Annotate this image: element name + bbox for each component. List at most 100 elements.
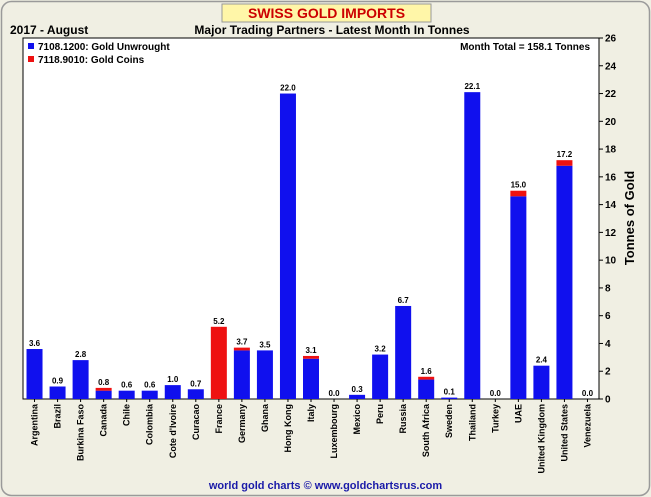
data-label: 2.4 [536, 356, 548, 365]
data-label: 22.0 [280, 84, 296, 93]
bar-unwrought [256, 350, 273, 399]
bar-coins [510, 190, 527, 197]
x-tick-label: United Kingdom [536, 404, 546, 474]
bar-unwrought [279, 93, 296, 400]
title-banner [221, 3, 432, 23]
data-label: 1.0 [167, 375, 179, 384]
x-tick-label: Russia [398, 403, 408, 434]
chart-subtitle: Major Trading Partners - Latest Month In… [194, 23, 469, 37]
x-tick-label: Mexico [352, 404, 362, 435]
data-label: 0.0 [490, 389, 502, 398]
data-label: 0.8 [98, 378, 110, 387]
data-label: 6.7 [398, 296, 410, 305]
x-tick-label: Peru [375, 404, 385, 424]
y-tick-label: 18 [605, 145, 617, 156]
y-tick-label: 20 [605, 117, 617, 128]
data-label: 0.7 [190, 379, 202, 388]
bar-unwrought [26, 349, 43, 399]
data-label: 3.5 [259, 340, 271, 349]
data-label: 0.3 [352, 385, 364, 394]
y-tick-label: 24 [605, 61, 617, 72]
x-tick-label: Ghana [260, 403, 270, 432]
x-tick-label: UAE [513, 404, 523, 423]
data-label: 22.1 [464, 82, 480, 91]
x-tick-label: Chile [122, 404, 132, 426]
data-label: 0.6 [144, 381, 156, 390]
data-label: 3.1 [305, 346, 317, 355]
x-tick-label: Turkey [490, 404, 500, 433]
x-tick-label: Canada [99, 403, 109, 437]
x-tick-label: Burkina Faso [76, 403, 86, 461]
x-tick-label: France [214, 404, 224, 434]
x-tick-label: Curacao [191, 404, 201, 441]
bar-unwrought [141, 390, 158, 399]
bar-unwrought [233, 350, 250, 399]
legend-label-unwrought: 7108.1200: Gold Unwrought [38, 42, 170, 53]
legend-swatch-coins [28, 56, 34, 62]
x-tick-label: Argentina [30, 403, 40, 446]
plot-area [22, 37, 600, 400]
x-tick-label: South Africa [421, 403, 431, 457]
bar-unwrought [95, 390, 112, 399]
bar-unwrought [395, 305, 412, 399]
x-tick-label: United States [559, 404, 569, 462]
data-label: 3.2 [375, 345, 387, 354]
bar-coins [95, 387, 112, 391]
x-tick-label: Venezuela [582, 403, 592, 448]
bar-unwrought [510, 196, 527, 399]
y-axis-title: Tonnes of Gold [622, 171, 637, 265]
bar-unwrought [303, 358, 319, 399]
data-label: 2.8 [75, 350, 87, 359]
y-tick-label: 22 [605, 89, 617, 100]
bar-coins [418, 376, 435, 380]
legend-label-coins: 7118.9010: Gold Coins [38, 55, 145, 66]
data-label: 1.6 [421, 367, 433, 376]
bar-unwrought [164, 385, 181, 399]
data-label: 0.9 [52, 377, 64, 386]
bar-coins [556, 160, 573, 166]
y-tick-label: 0 [605, 395, 611, 406]
data-label: 0.0 [328, 389, 340, 398]
data-label: 3.7 [236, 338, 248, 347]
x-tick-label: Colombia [145, 403, 155, 445]
x-tick-label: Sweden [444, 404, 454, 438]
bar-unwrought [349, 394, 366, 399]
y-tick-label: 8 [605, 283, 611, 294]
bars [26, 92, 573, 400]
x-tick-label: Italy [306, 404, 316, 422]
bar-unwrought [187, 389, 204, 399]
bar-unwrought [118, 390, 135, 399]
y-tick-label: 14 [605, 200, 617, 211]
bar-coins [303, 355, 319, 359]
data-label: 0.6 [121, 381, 133, 390]
bar-unwrought [464, 92, 481, 400]
bar-coins [233, 347, 250, 351]
y-tick-label: 6 [605, 311, 611, 322]
x-axis: Argentina Brazil Burkina Faso Canada Chile Co… [30, 399, 592, 474]
bar-coins [210, 326, 227, 399]
bar-unwrought [72, 360, 89, 399]
data-labels: 3.6 0.9 2.8 0.8 0.6 0.6 1.0 0.7 5.2 3.7 3.5 22.0 3.1… [29, 82, 594, 398]
bar-unwrought [441, 397, 458, 399]
chart-date: 2017 - August [10, 23, 88, 37]
legend-swatch-unwrought [28, 43, 34, 49]
x-tick-label: Thailand [467, 404, 477, 441]
y-tick-label: 2 [605, 367, 611, 378]
y-tick-label: 16 [605, 172, 617, 183]
x-tick-label: Cote d'Ivoire [168, 404, 178, 458]
data-label: 0.1 [444, 388, 456, 397]
chart-title: SWISS GOLD IMPORTS [248, 5, 405, 21]
bar-unwrought [418, 379, 435, 399]
y-tick-label: 12 [605, 228, 617, 239]
data-label: 17.2 [557, 150, 573, 159]
bar-unwrought [49, 386, 66, 399]
x-tick-label: Luxembourg [329, 404, 339, 459]
data-label: 0.0 [582, 389, 594, 398]
data-label: 5.2 [213, 317, 225, 326]
bar-unwrought [372, 354, 389, 399]
legend: 7108.1200: Gold Unwrought 7118.9010: Gol… [28, 42, 170, 66]
y-tick-label: 26 [605, 34, 617, 45]
x-tick-label: Brazil [53, 404, 63, 429]
